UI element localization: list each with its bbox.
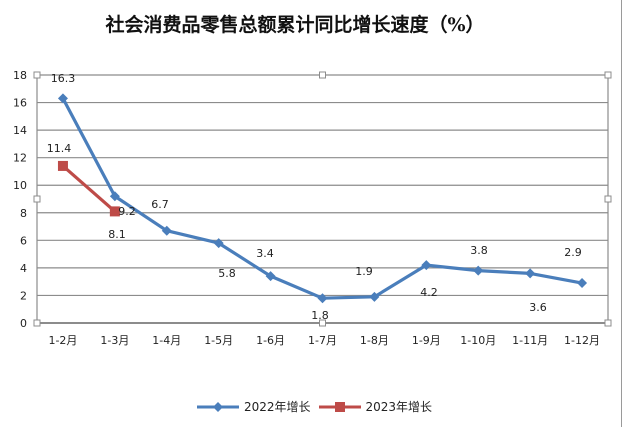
y-tick-label: 18 (13, 69, 27, 82)
plot-area-selection-handles[interactable] (33, 71, 612, 327)
data-label: 5.8 (218, 267, 236, 280)
data-label: 9.2 (118, 205, 136, 218)
data-label: 11.4 (47, 142, 72, 155)
series-group (57, 93, 588, 304)
data-label: 1.9 (355, 265, 373, 278)
chart-title: 社会消费品零售总额累计同比增长速度（%） (105, 14, 485, 36)
resize-handle[interactable] (604, 319, 612, 327)
legend-item-2023[interactable]: 2023年增长 (317, 398, 433, 415)
data-point-diamond[interactable] (317, 293, 328, 304)
x-tick-label: 1-3月 (100, 334, 129, 347)
x-tick-label: 1-8月 (360, 334, 389, 347)
data-point-diamond[interactable] (577, 278, 588, 289)
y-tick-label: 2 (20, 289, 27, 302)
x-tick-label: 1-11月 (512, 334, 548, 347)
x-tick-label: 1-7月 (308, 334, 337, 347)
resize-handle[interactable] (319, 319, 326, 327)
resize-handle[interactable] (604, 71, 612, 79)
data-label: 3.4 (256, 247, 274, 260)
square-marker-icon (318, 401, 361, 412)
data-point-diamond[interactable] (109, 191, 120, 202)
diamond-marker-icon (196, 401, 239, 412)
y-tick-label: 10 (13, 179, 27, 192)
legend-item-2022[interactable]: 2022年增长 (195, 398, 311, 415)
y-tick-label: 4 (20, 262, 27, 275)
data-point-diamond[interactable] (525, 268, 536, 279)
data-point-diamond[interactable] (369, 291, 380, 302)
data-point-diamond[interactable] (213, 238, 224, 249)
resize-handle[interactable] (33, 319, 41, 327)
x-tick-label: 1-5月 (204, 334, 233, 347)
data-label: 3.8 (470, 244, 488, 257)
data-point-diamond[interactable] (473, 265, 484, 276)
resize-handle[interactable] (33, 71, 41, 79)
data-point-diamond[interactable] (421, 260, 432, 271)
data-label: 3.6 (529, 301, 547, 314)
data-point-diamond[interactable] (161, 225, 172, 236)
y-tick-label: 14 (13, 124, 27, 137)
x-tick-label: 1-12月 (564, 334, 600, 347)
data-label: 16.3 (51, 72, 76, 85)
x-tick-label: 1-2月 (48, 334, 77, 347)
gridlines (37, 74, 608, 297)
x-tick-label: 1-10月 (460, 334, 496, 347)
resize-handle[interactable] (319, 71, 326, 79)
y-tick-label: 8 (20, 207, 27, 220)
series-line (61, 164, 116, 213)
x-tick-label: 1-9月 (412, 334, 441, 347)
x-tick-label: 1-6月 (256, 334, 285, 347)
y-tick-label: 6 (20, 234, 27, 247)
legend-label-2022: 2022年增长 (243, 400, 311, 414)
data-point-diamond[interactable] (57, 93, 68, 104)
data-label: 8.1 (108, 228, 126, 241)
data-label: 4.2 (420, 286, 438, 299)
legend: 2022年增长 2023年增长 (0, 398, 627, 415)
resize-handle[interactable] (604, 195, 612, 203)
data-point-square[interactable] (109, 206, 120, 217)
y-tick-label: 12 (13, 152, 27, 165)
data-label: 2.9 (564, 246, 582, 259)
x-tick-label: 1-4月 (152, 334, 181, 347)
y-tick-label: 16 (13, 97, 27, 110)
y-tick-label: 0 (20, 317, 27, 330)
legend-label-2023: 2023年增长 (365, 400, 433, 414)
x-axis: 1-2月 1-3月 1-4月 1-5月 1-6月 1-7月 1-8月 1-9月 1-10月 1-1… (37, 322, 608, 347)
data-labels: 16.3 9.2 6.7 5.8 3.4 1.8 1.9 4.2 3.8 3.6 2.9 11.4 8.… (47, 72, 582, 322)
data-label: 1.8 (311, 309, 329, 322)
resize-handle[interactable] (33, 195, 41, 203)
data-point-square[interactable] (57, 160, 68, 171)
data-point-diamond[interactable] (265, 271, 276, 282)
data-label: 6.7 (151, 198, 169, 211)
chart-border-right (621, 0, 622, 427)
